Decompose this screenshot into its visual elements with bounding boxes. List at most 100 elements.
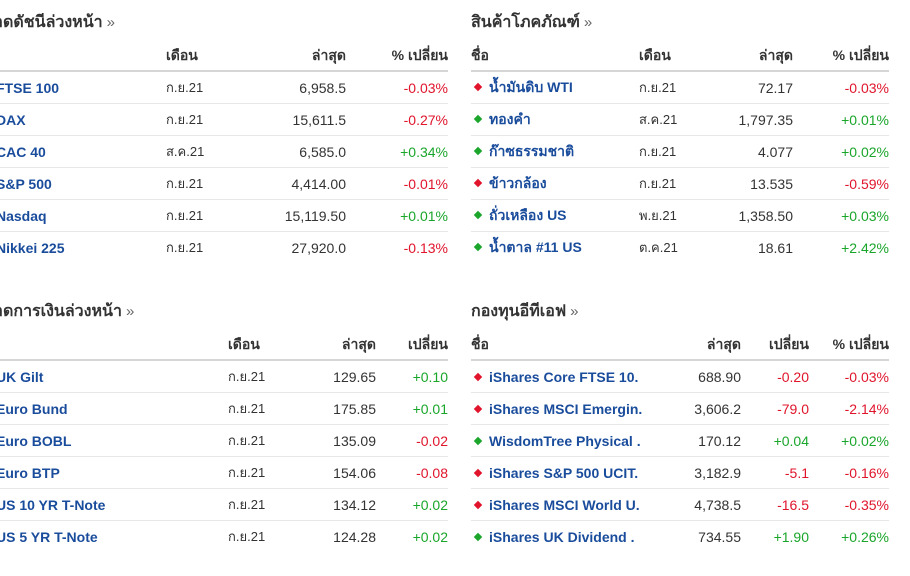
instrument-link[interactable]: Euro Bund (0, 400, 68, 417)
instrument-link[interactable]: ทองคำ (489, 110, 531, 127)
instrument-link[interactable]: ถั่วเหลือง US (489, 206, 567, 223)
bond-futures-title-text[interactable]: าดการเงินล่วงหน้า (0, 303, 122, 320)
instrument-name-cell[interactable]: น้ำตาล #11 US (471, 232, 639, 264)
instrument-link[interactable]: UK Gilt (0, 368, 44, 385)
instrument-name-cell[interactable]: Euro Bund (0, 392, 228, 425)
index-futures-title-text[interactable]: าดดัชนีล่วงหน้า (0, 14, 103, 31)
instrument-name-cell[interactable]: CAC 40 (0, 135, 166, 168)
instrument-name-cell[interactable]: iShares MSCI Emergin. (471, 392, 671, 425)
instrument-name-cell[interactable]: WisdomTree Physical . (471, 424, 671, 457)
last-price-cell: 15,611.5 (246, 103, 346, 136)
instrument-name-cell[interactable]: ทองคำ (471, 103, 639, 136)
last-price-cell: 134.12 (308, 488, 376, 521)
instrument-name-cell[interactable]: Nasdaq (0, 199, 166, 232)
instrument-link[interactable]: FTSE 100 (0, 79, 60, 96)
table-row[interactable]: ข้าวกล้อง ก.ย.21 13.535 -0.59% (471, 167, 889, 200)
instrument-link[interactable]: iShares S&P 500 UCIT. (489, 464, 639, 481)
instrument-link[interactable]: น้ำตาล #11 US (489, 238, 582, 255)
instrument-link[interactable]: iShares MSCI World U. (489, 496, 640, 513)
instrument-name-cell[interactable]: ก๊าซธรรมชาติ (471, 135, 639, 168)
index-futures-title[interactable]: าดดัชนีล่วงหน้า» (0, 12, 460, 34)
instrument-name-cell[interactable]: Euro BOBL (0, 424, 228, 457)
table-row[interactable]: iShares MSCI World U. 4,738.5 -16.5 -0.35% (471, 488, 889, 521)
last-price-cell: 3,606.2 (671, 392, 741, 425)
instrument-name-cell[interactable]: FTSE 100 (0, 71, 166, 104)
month-cell: ก.ย.21 (228, 529, 266, 544)
table-row[interactable]: US 5 YR T-Note ก.ย.21 124.28 +0.02 (0, 521, 448, 553)
more-arrow-icon[interactable]: » (583, 14, 593, 31)
more-arrow-icon[interactable]: » (570, 303, 579, 320)
instrument-name-cell[interactable]: Nikkei 225 (0, 232, 166, 264)
table-row[interactable]: US 10 YR T-Note ก.ย.21 134.12 +0.02 (0, 488, 448, 521)
table-row[interactable]: UK Gilt ก.ย.21 129.65 +0.10 (0, 360, 448, 393)
header-month: เดือน (639, 42, 709, 72)
table-row[interactable]: iShares UK Dividend . 734.55 +1.90 +0.26% (471, 521, 889, 553)
up-marker-icon (473, 533, 483, 542)
commodities-title-text[interactable]: สินค้าโภคภัณฑ์ (471, 14, 580, 31)
table-row[interactable]: iShares MSCI Emergin. 3,606.2 -79.0 -2.14% (471, 392, 889, 425)
last-price-cell: 15,119.50 (246, 199, 346, 232)
instrument-link[interactable]: iShares Core FTSE 10. (489, 368, 639, 385)
instrument-name-cell[interactable]: US 5 YR T-Note (0, 521, 228, 553)
bond-futures-title[interactable]: าดการเงินล่วงหน้า» (0, 301, 460, 323)
instrument-link[interactable]: Euro BOBL (0, 432, 72, 449)
table-row[interactable]: Nasdaq ก.ย.21 15,119.50 +0.01% (0, 199, 448, 232)
instrument-name-cell[interactable]: ข้าวกล้อง (471, 167, 639, 200)
instrument-link[interactable]: Euro BTP (0, 464, 60, 481)
commodities-title[interactable]: สินค้าโภคภัณฑ์» (471, 12, 896, 34)
instrument-name-cell[interactable]: ถั่วเหลือง US (471, 199, 639, 232)
table-row[interactable]: iShares Core FTSE 10. 688.90 -0.20 -0.03% (471, 360, 889, 393)
instrument-link[interactable]: S&P 500 (0, 175, 52, 192)
more-arrow-icon[interactable]: » (125, 303, 135, 320)
instrument-link[interactable]: ก๊าซธรรมชาติ (489, 142, 575, 159)
table-row[interactable]: CAC 40 ส.ค.21 6,585.0 +0.34% (0, 135, 448, 168)
instrument-link[interactable]: Nasdaq (0, 207, 47, 224)
instrument-name-cell[interactable]: UK Gilt (0, 360, 228, 393)
table-row[interactable]: Euro BTP ก.ย.21 154.06 -0.08 (0, 456, 448, 489)
instrument-name-cell[interactable]: iShares Core FTSE 10. (471, 360, 671, 393)
table-row[interactable]: iShares S&P 500 UCIT. 3,182.9 -5.1 -0.16% (471, 456, 889, 489)
month-cell: ส.ค.21 (166, 135, 246, 168)
instrument-link[interactable]: CAC 40 (0, 143, 46, 160)
bond-futures-panel: าดการเงินล่วงหน้า» เดือน ล่าสุด เปลี่ยน … (0, 301, 460, 552)
header-name: ชื่อ (471, 42, 639, 72)
table-row[interactable]: ทองคำ ส.ค.21 1,797.35 +0.01% (471, 103, 889, 136)
instrument-name-cell[interactable]: iShares MSCI World U. (471, 488, 671, 521)
table-row[interactable]: Euro Bund ก.ย.21 175.85 +0.01 (0, 392, 448, 425)
instrument-name-cell[interactable]: Euro BTP (0, 456, 228, 489)
instrument-name-cell[interactable]: US 10 YR T-Note (0, 488, 228, 521)
pct-change-cell: +0.26% (841, 528, 889, 545)
table-row[interactable]: ก๊าซธรรมชาติ ก.ย.21 4.077 +0.02% (471, 135, 889, 168)
instrument-link[interactable]: US 5 YR T-Note (0, 528, 98, 545)
instrument-link[interactable]: iShares MSCI Emergin. (489, 400, 643, 417)
table-row[interactable]: Euro BOBL ก.ย.21 135.09 -0.02 (0, 424, 448, 457)
more-arrow-icon[interactable]: » (106, 14, 115, 31)
instrument-name-cell[interactable]: DAX (0, 103, 166, 136)
table-row[interactable]: น้ำมันดิบ WTI ก.ย.21 72.17 -0.03% (471, 71, 889, 104)
instrument-link[interactable]: US 10 YR T-Note (0, 496, 106, 513)
change-cell: +0.02 (412, 528, 448, 545)
table-row[interactable]: น้ำตาล #11 US ต.ค.21 18.61 +2.42% (471, 232, 889, 264)
etfs-title-text[interactable]: กองทุนอีทีเอฟ (471, 303, 567, 320)
table-row[interactable]: ถั่วเหลือง US พ.ย.21 1,358.50 +0.03% (471, 199, 889, 232)
table-row[interactable]: WisdomTree Physical . 170.12 +0.04 +0.02% (471, 424, 889, 457)
instrument-link[interactable]: iShares UK Dividend . (489, 528, 635, 545)
table-row[interactable]: S&P 500 ก.ย.21 4,414.00 -0.01% (0, 167, 448, 200)
table-row[interactable]: FTSE 100 ก.ย.21 6,958.5 -0.03% (0, 71, 448, 104)
month-cell: ก.ย.21 (639, 135, 709, 168)
etfs-title[interactable]: กองทุนอีทีเอฟ» (471, 301, 896, 323)
instrument-link[interactable]: น้ำมันดิบ WTI (489, 78, 573, 95)
instrument-name-cell[interactable]: iShares UK Dividend . (471, 521, 671, 553)
instrument-name-cell[interactable]: iShares S&P 500 UCIT. (471, 456, 671, 489)
instrument-link[interactable]: DAX (0, 111, 26, 128)
instrument-name-cell[interactable]: S&P 500 (0, 167, 166, 200)
last-price-cell: 3,182.9 (671, 456, 741, 489)
instrument-link[interactable]: Nikkei 225 (0, 239, 65, 256)
pct-change-cell: +2.42% (841, 239, 889, 256)
table-row[interactable]: Nikkei 225 ก.ย.21 27,920.0 -0.13% (0, 232, 448, 264)
instrument-name-cell[interactable]: น้ำมันดิบ WTI (471, 71, 639, 104)
instrument-link[interactable]: WisdomTree Physical . (489, 432, 641, 449)
header-name (0, 331, 228, 361)
instrument-link[interactable]: ข้าวกล้อง (489, 174, 547, 191)
